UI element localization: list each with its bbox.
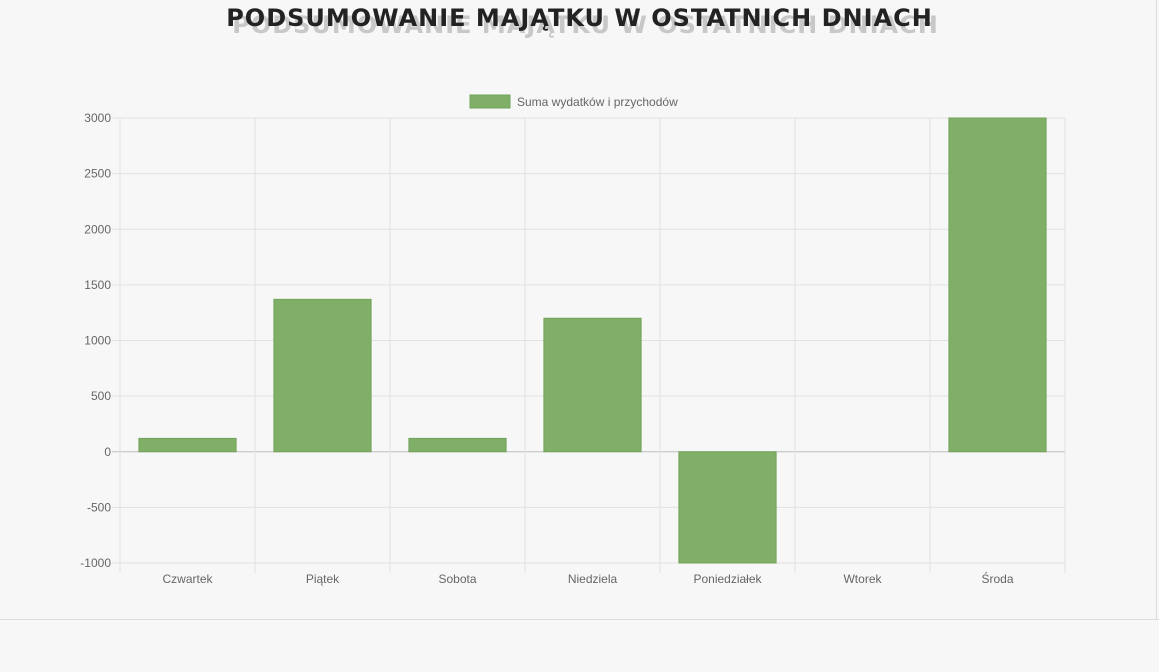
y-tick-label: 2000 bbox=[84, 222, 111, 236]
page-title: PODSUMOWANIE MAJĄTKU W OSTATNICH DNIACH bbox=[0, 4, 1159, 32]
bar-7 bbox=[948, 117, 1047, 453]
x-tick-label: Niedziela bbox=[568, 572, 618, 586]
bottom-divider bbox=[0, 619, 1159, 620]
y-tick-label: 3000 bbox=[84, 111, 111, 125]
y-tick-label: 0 bbox=[104, 445, 111, 459]
bar-chart: 3000 2500 2000 1500 1000 500 0 -500 -1000 Czwarte… bbox=[80, 94, 1066, 586]
page-title-shadow: PODSUMOWANIE MAJĄTKU W OSTATNICH DNIACH bbox=[232, 11, 939, 39]
y-tick-label: 1500 bbox=[84, 278, 111, 292]
x-tick-label: Środa bbox=[981, 571, 1013, 586]
axis-layer: 3000 2500 2000 1500 1000 500 0 -500 -1000 Czwarte… bbox=[80, 111, 1014, 586]
x-tick-label: Poniedziałek bbox=[693, 572, 762, 586]
y-tick-label: -1000 bbox=[80, 556, 111, 570]
bar-3 bbox=[408, 437, 507, 453]
y-tick-label: 1000 bbox=[84, 334, 111, 348]
bar-1 bbox=[138, 437, 237, 453]
bar-5 bbox=[678, 451, 777, 564]
bar-4 bbox=[543, 317, 642, 453]
bar-layer bbox=[138, 117, 1047, 564]
bar-2 bbox=[273, 298, 372, 453]
page-title-text: PODSUMOWANIE MAJĄTKU W OSTATNICH DNIACH bbox=[226, 4, 933, 32]
panel-right-border bbox=[1156, 0, 1157, 620]
y-tick-label: -500 bbox=[87, 500, 111, 514]
x-tick-label: Piątek bbox=[306, 572, 340, 586]
x-tick-label: Sobota bbox=[438, 572, 476, 586]
chart-legend[interactable]: Suma wydatków i przychodów bbox=[469, 94, 678, 109]
y-tick-label: 2500 bbox=[84, 167, 111, 181]
legend-label: Suma wydatków i przychodów bbox=[517, 95, 678, 109]
x-tick-label: Czwartek bbox=[162, 572, 213, 586]
y-tick-label: 500 bbox=[91, 389, 111, 403]
x-tick-label: Wtorek bbox=[843, 572, 882, 586]
legend-swatch bbox=[469, 94, 511, 109]
